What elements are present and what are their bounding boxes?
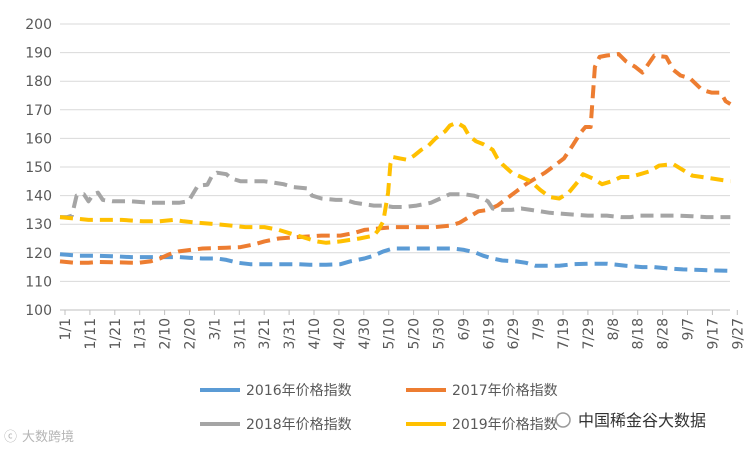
watermark-left-text: 大数跨境 (22, 430, 74, 445)
x-tick-label: 4/20 (332, 318, 348, 349)
x-tick-label: 5/20 (407, 318, 423, 349)
legend-label: 2017年价格指数 (452, 383, 558, 399)
y-tick-label: 100 (25, 303, 52, 319)
x-tick-label: 5/30 (432, 318, 448, 349)
x-tick-label: 6/29 (506, 318, 522, 349)
x-tick-label: 8/8 (606, 318, 622, 341)
x-tick-label: 3/11 (232, 318, 248, 349)
legend-label: 2019年价格指数 (452, 417, 558, 433)
y-tick-label: 140 (25, 189, 52, 205)
x-tick-label: 2/20 (183, 318, 199, 349)
x-tick-label: 6/9 (456, 318, 472, 341)
series-line-4 (59, 120, 731, 245)
y-tick-label: 120 (25, 246, 52, 262)
x-tick-label: 1/31 (133, 318, 149, 349)
x-tick-label: 1/11 (83, 318, 99, 349)
x-tick-label: 4/10 (307, 318, 323, 349)
x-tick-label: 1/1 (58, 318, 74, 341)
y-tick-label: 150 (25, 160, 52, 176)
legend-label: 2018年价格指数 (246, 417, 352, 433)
y-axis-ticks: 100 110 120 130 140 150 160 170 180 190 200 (25, 17, 52, 319)
y-tick-label: 170 (25, 103, 52, 119)
series-lines (59, 52, 732, 273)
y-tick-label: 180 (25, 74, 52, 90)
x-tick-label: 4/30 (357, 318, 373, 349)
x-tick-label: 3/1 (207, 318, 223, 341)
x-tick-label: 1/21 (108, 318, 124, 349)
x-tick-label: 5/10 (382, 318, 398, 349)
x-tick-label: 9/17 (705, 318, 721, 349)
x-tick-label: 9/7 (681, 318, 697, 341)
watermark-logo-icon: ⓒ (4, 430, 17, 445)
y-tick-label: 190 (25, 46, 52, 62)
x-tick-label: 2/10 (158, 318, 174, 349)
y-tick-label: 160 (25, 131, 52, 147)
x-tick-label: 7/19 (556, 318, 572, 349)
gridlines (60, 23, 730, 282)
x-tick-label: 6/19 (481, 318, 497, 349)
y-tick-label: 130 (25, 217, 52, 233)
y-tick-label: 110 (25, 274, 52, 290)
watermark-wechat-icon (555, 412, 571, 428)
legend: 2016年价格指数 2017年价格指数 2018年价格指数 2019年价格指数 (200, 383, 558, 433)
watermark-left: ⓒ 大数跨境 (4, 430, 74, 445)
y-tick-label: 200 (25, 17, 52, 33)
x-tick-label: 8/28 (656, 318, 672, 349)
x-tick-label: 3/31 (282, 318, 298, 349)
series-line-1 (59, 246, 729, 273)
x-tick-label: 7/29 (581, 318, 597, 349)
x-tick-label: 8/18 (631, 318, 647, 349)
watermark-right-text: 中国稀金谷大数据 (578, 411, 706, 430)
x-tick-label: 3/21 (257, 318, 273, 349)
x-tick-label: 9/27 (730, 318, 746, 349)
x-tick-label: 7/9 (531, 318, 547, 341)
watermark-right: 中国稀金谷大数据 (555, 411, 706, 430)
series-line-3 (60, 170, 731, 220)
x-axis-ticks: 1/1 1/11 1/21 1/31 2/10 2/20 3/1 3/11 3/21 3/31 4/… (58, 310, 746, 349)
legend-label: 2016年价格指数 (246, 383, 352, 399)
